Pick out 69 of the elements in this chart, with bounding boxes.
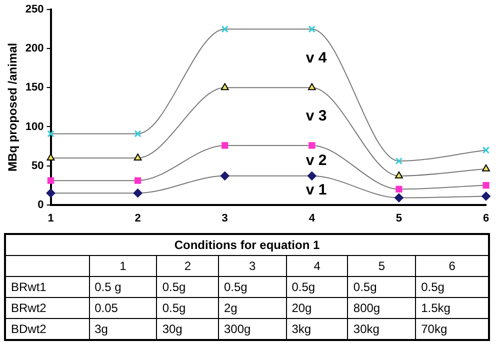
point <box>482 146 490 154</box>
text: 6 <box>416 256 489 276</box>
y-tick-label: 50 <box>32 160 44 172</box>
series-label: v 4 <box>306 50 328 67</box>
point <box>394 171 403 178</box>
text: 3g <box>89 318 157 340</box>
series-label: v 2 <box>306 152 327 169</box>
point <box>307 171 316 180</box>
point <box>394 193 404 202</box>
text: 30g <box>156 318 218 340</box>
series-label: v 1 <box>306 181 327 198</box>
text: 2g <box>218 298 286 318</box>
point <box>221 26 228 33</box>
point <box>220 83 229 90</box>
point <box>222 142 228 149</box>
text: 4 <box>286 256 348 276</box>
text: 3kg <box>286 318 348 340</box>
point <box>395 157 403 165</box>
text: 0.05 <box>89 298 157 318</box>
x-tick-label: 6 <box>482 212 490 224</box>
text: 0.5g <box>348 276 416 298</box>
text: 70kg <box>416 318 489 340</box>
text: 2 <box>156 256 218 276</box>
text: 20g <box>286 298 348 318</box>
text: 0.5g <box>156 276 218 298</box>
y-tick-label: 0 <box>38 198 44 211</box>
text: 0.5g <box>416 276 489 298</box>
point <box>308 83 316 90</box>
text: 30kg <box>348 318 416 340</box>
point <box>482 164 490 172</box>
text: 800g <box>348 298 416 318</box>
point <box>47 177 54 184</box>
y-tick-label: 250 <box>25 4 44 16</box>
x-tick-label: 3 <box>222 212 228 224</box>
text: 0.5g <box>286 276 348 298</box>
x-tick-label: 5 <box>396 212 402 224</box>
point <box>47 130 54 138</box>
point <box>308 26 316 33</box>
point <box>396 186 402 193</box>
text: BRwt2 <box>5 298 90 318</box>
point <box>46 188 56 198</box>
text: 1 <box>89 256 157 276</box>
text: 0.5g <box>218 276 286 298</box>
text: 300g <box>218 318 286 340</box>
text: 0.5 g <box>89 276 157 298</box>
x-tick-label: 4 <box>308 212 316 224</box>
text: BDwt2 <box>5 318 90 340</box>
point <box>482 192 490 201</box>
point <box>220 171 230 180</box>
y-tick-label: 100 <box>25 120 44 133</box>
text: 5 <box>348 256 416 276</box>
point <box>134 177 142 184</box>
text: 1.5kg <box>416 298 489 318</box>
text: 3 <box>218 256 286 276</box>
series-label: v 3 <box>306 108 327 125</box>
text: BRwt1 <box>5 276 90 298</box>
x-tick-label: 1 <box>48 212 54 224</box>
point <box>482 182 490 189</box>
text: 0.5g <box>156 298 218 318</box>
y-axis-title: MBq proposed /animal <box>6 42 20 172</box>
text: Conditions for equation 1 <box>5 234 489 256</box>
point <box>308 142 316 149</box>
point <box>134 153 142 160</box>
y-tick-label: 200 <box>25 42 44 55</box>
x-tick-label: 2 <box>134 212 141 224</box>
y-tick-label: 150 <box>25 82 44 94</box>
point <box>134 130 142 138</box>
point <box>46 153 55 160</box>
point <box>133 188 142 198</box>
